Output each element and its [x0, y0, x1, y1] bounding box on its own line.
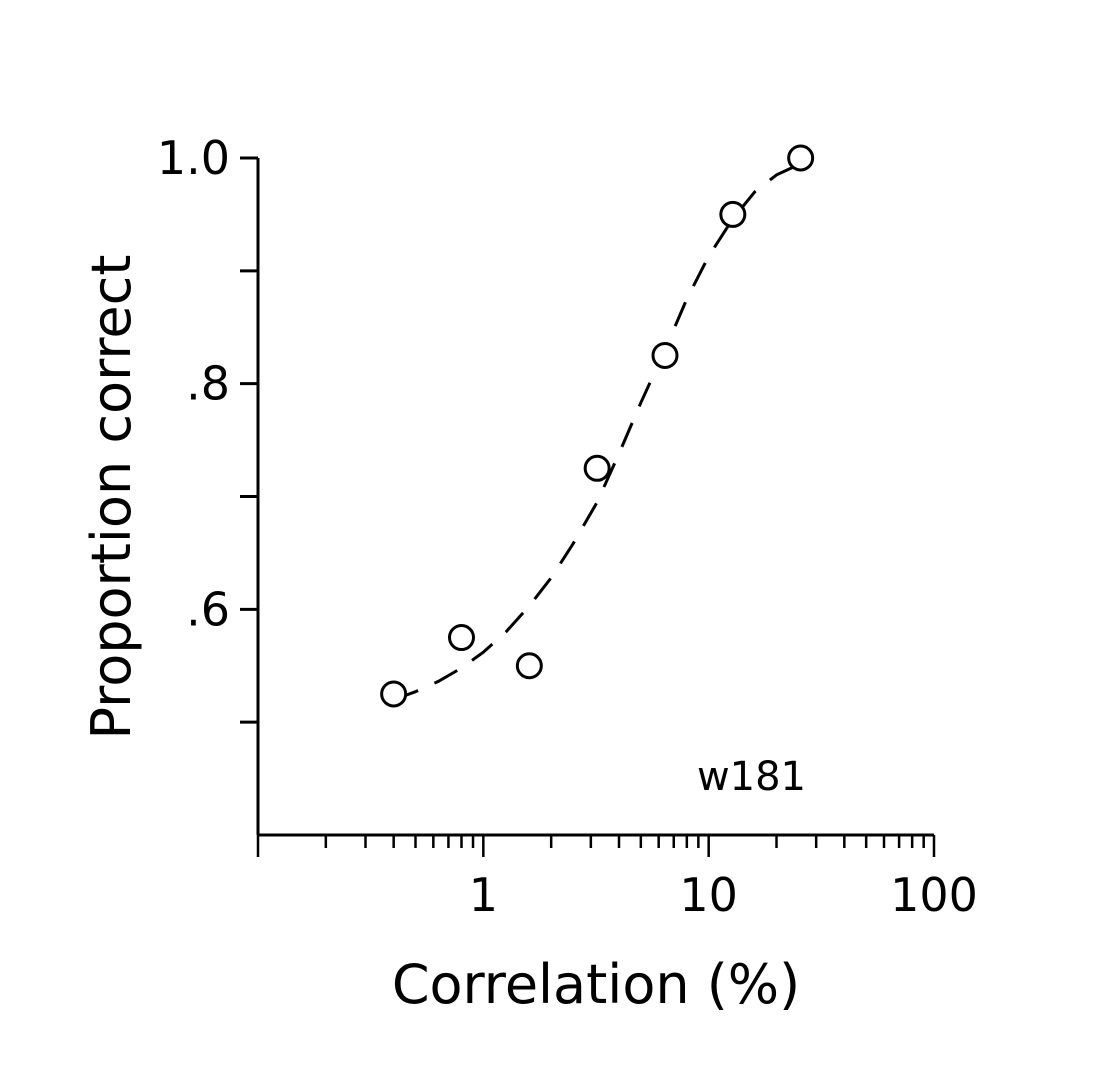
x-axis-title: Correlation (%) [392, 953, 800, 1016]
data-point [651, 341, 679, 369]
data-point [515, 652, 543, 680]
x-tick-label: 10 [679, 868, 738, 922]
x-tick-label: 100 [890, 868, 978, 922]
subject-annotation: w181 [697, 754, 806, 800]
y-tick-label: 1.0 [157, 131, 230, 185]
axes: .6 .8 1.0 1 10 100 [157, 131, 978, 922]
data-point [380, 680, 408, 708]
data-point [583, 454, 611, 482]
fit-curve [393, 162, 802, 702]
y-tick-label: .6 [186, 582, 230, 636]
y-tick-label: .8 [186, 357, 230, 411]
data-point [719, 200, 747, 228]
labels-layer: w181 Correlation (%) Proportion correct [80, 255, 806, 1016]
data-point [447, 624, 475, 652]
x-tick-label: 1 [469, 868, 498, 922]
data-points-layer [380, 144, 815, 708]
y-axis-title: Proportion correct [80, 255, 143, 740]
fit-curve-layer [393, 162, 802, 702]
data-point [787, 144, 815, 172]
